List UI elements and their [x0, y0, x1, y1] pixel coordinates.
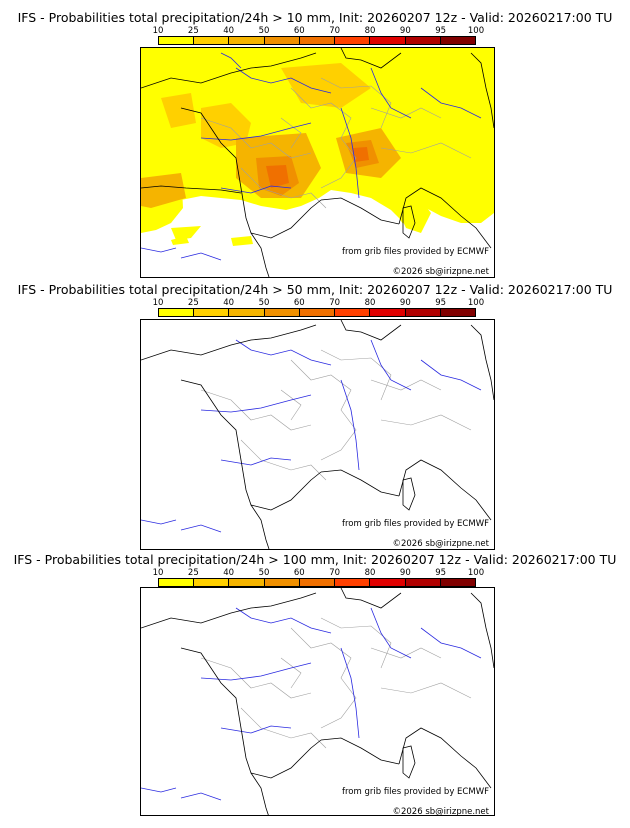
colorbar-swatch [194, 309, 230, 316]
colorbar-tick: 25 [187, 26, 199, 36]
colorbar-ticks: 10 25 40 50 60 70 80 90 95 100 [153, 568, 485, 578]
colorbar-swatch [440, 37, 475, 44]
rivers [141, 52, 482, 261]
colorbar-swatch [194, 37, 230, 44]
colorbar-tick: 50 [258, 568, 270, 578]
coastline [141, 588, 494, 815]
colorbar-tick: 95 [435, 26, 447, 36]
panel-title: IFS - Probabilities total precipitation/… [13, 552, 617, 567]
probability-map: from grib files provided by ECMWF ©2026 … [140, 319, 495, 550]
colorbar-tick: 90 [399, 298, 411, 308]
colorbar-tick: 100 [467, 26, 485, 36]
colorbar-swatch [335, 37, 371, 44]
colorbar-tick: 80 [364, 26, 376, 36]
coastline [141, 320, 494, 549]
colorbar-swatches [158, 578, 476, 587]
colorbar-swatch [405, 37, 441, 44]
colorbar: 10 25 40 50 60 70 80 90 95 100 [153, 568, 485, 587]
colorbar-tick: 25 [187, 568, 199, 578]
panel-title: IFS - Probabilities total precipitation/… [17, 10, 613, 25]
colorbar-tick: 95 [435, 568, 447, 578]
colorbar-swatch [335, 309, 371, 316]
admin-borders [200, 617, 472, 749]
colorbar-swatch [440, 309, 475, 316]
colorbar-tick: 60 [293, 26, 305, 36]
admin-borders [200, 77, 472, 209]
colorbar-swatch [229, 309, 265, 316]
colorbar-swatch [335, 579, 371, 586]
colorbar-swatch [405, 579, 441, 586]
colorbar-swatch [159, 37, 195, 44]
precip-field [141, 48, 494, 246]
colorbar-swatch [299, 37, 336, 44]
copyright-credit: ©2026 sb@irizpne.net [392, 539, 489, 549]
colorbar-tick: 60 [293, 298, 305, 308]
colorbar-swatch [370, 309, 406, 316]
colorbar-tick: 100 [467, 568, 485, 578]
colorbar-ticks: 10 25 40 50 60 70 80 90 95 100 [153, 26, 485, 36]
colorbar-swatch [264, 579, 300, 586]
colorbar-swatch [405, 309, 441, 316]
colorbar-swatch [159, 579, 195, 586]
colorbar-swatch [264, 309, 300, 316]
panel-title: IFS - Probabilities total precipitation/… [17, 282, 613, 297]
colorbar-swatch [299, 309, 336, 316]
colorbar-tick: 90 [399, 26, 411, 36]
colorbar-tick: 100 [467, 298, 485, 308]
colorbar-tick: 40 [223, 298, 235, 308]
rivers [141, 607, 482, 801]
colorbar-tick: 40 [223, 26, 235, 36]
colorbar-tick: 80 [364, 568, 376, 578]
colorbar-tick: 10 [152, 568, 164, 578]
coastline [141, 48, 494, 277]
colorbar-tick: 90 [399, 568, 411, 578]
rivers [141, 339, 482, 533]
colorbar-tick: 70 [329, 568, 341, 578]
colorbar-tick: 60 [293, 568, 305, 578]
colorbar-tick: 70 [329, 298, 341, 308]
colorbar-swatch [440, 579, 475, 586]
source-credit: from grib files provided by ECMWF [342, 787, 489, 797]
colorbar-tick: 10 [152, 26, 164, 36]
colorbar-swatches [158, 36, 476, 45]
source-credit: from grib files provided by ECMWF [342, 519, 489, 529]
colorbar-tick: 50 [258, 298, 270, 308]
colorbar-tick: 80 [364, 298, 376, 308]
colorbar-swatch [299, 579, 336, 586]
colorbar-swatch [229, 37, 265, 44]
copyright-credit: ©2026 sb@irizpne.net [392, 807, 489, 816]
colorbar-swatch [194, 579, 230, 586]
probability-map: from grib files provided by ECMWF ©2026 … [140, 47, 495, 278]
source-credit: from grib files provided by ECMWF [342, 247, 489, 257]
colorbar-tick: 10 [152, 298, 164, 308]
colorbar-swatch [159, 309, 195, 316]
colorbar-tick: 25 [187, 298, 199, 308]
colorbar-swatches [158, 308, 476, 317]
probability-map: from grib files provided by ECMWF ©2026 … [140, 587, 495, 816]
colorbar-tick: 70 [329, 26, 341, 36]
map-svg [141, 320, 494, 549]
colorbar-swatch [229, 579, 265, 586]
map-svg [141, 588, 494, 815]
admin-borders [200, 349, 472, 481]
colorbar-tick: 95 [435, 298, 447, 308]
map-svg [141, 48, 494, 277]
colorbar: 10 25 40 50 60 70 80 90 95 100 [153, 26, 485, 45]
colorbar-ticks: 10 25 40 50 60 70 80 90 95 100 [153, 298, 485, 308]
copyright-credit: ©2026 sb@irizpne.net [392, 267, 489, 277]
colorbar: 10 25 40 50 60 70 80 90 95 100 [153, 298, 485, 317]
colorbar-swatch [264, 37, 300, 44]
colorbar-tick: 40 [223, 568, 235, 578]
colorbar-swatch [370, 37, 406, 44]
colorbar-tick: 50 [258, 26, 270, 36]
colorbar-swatch [370, 579, 406, 586]
